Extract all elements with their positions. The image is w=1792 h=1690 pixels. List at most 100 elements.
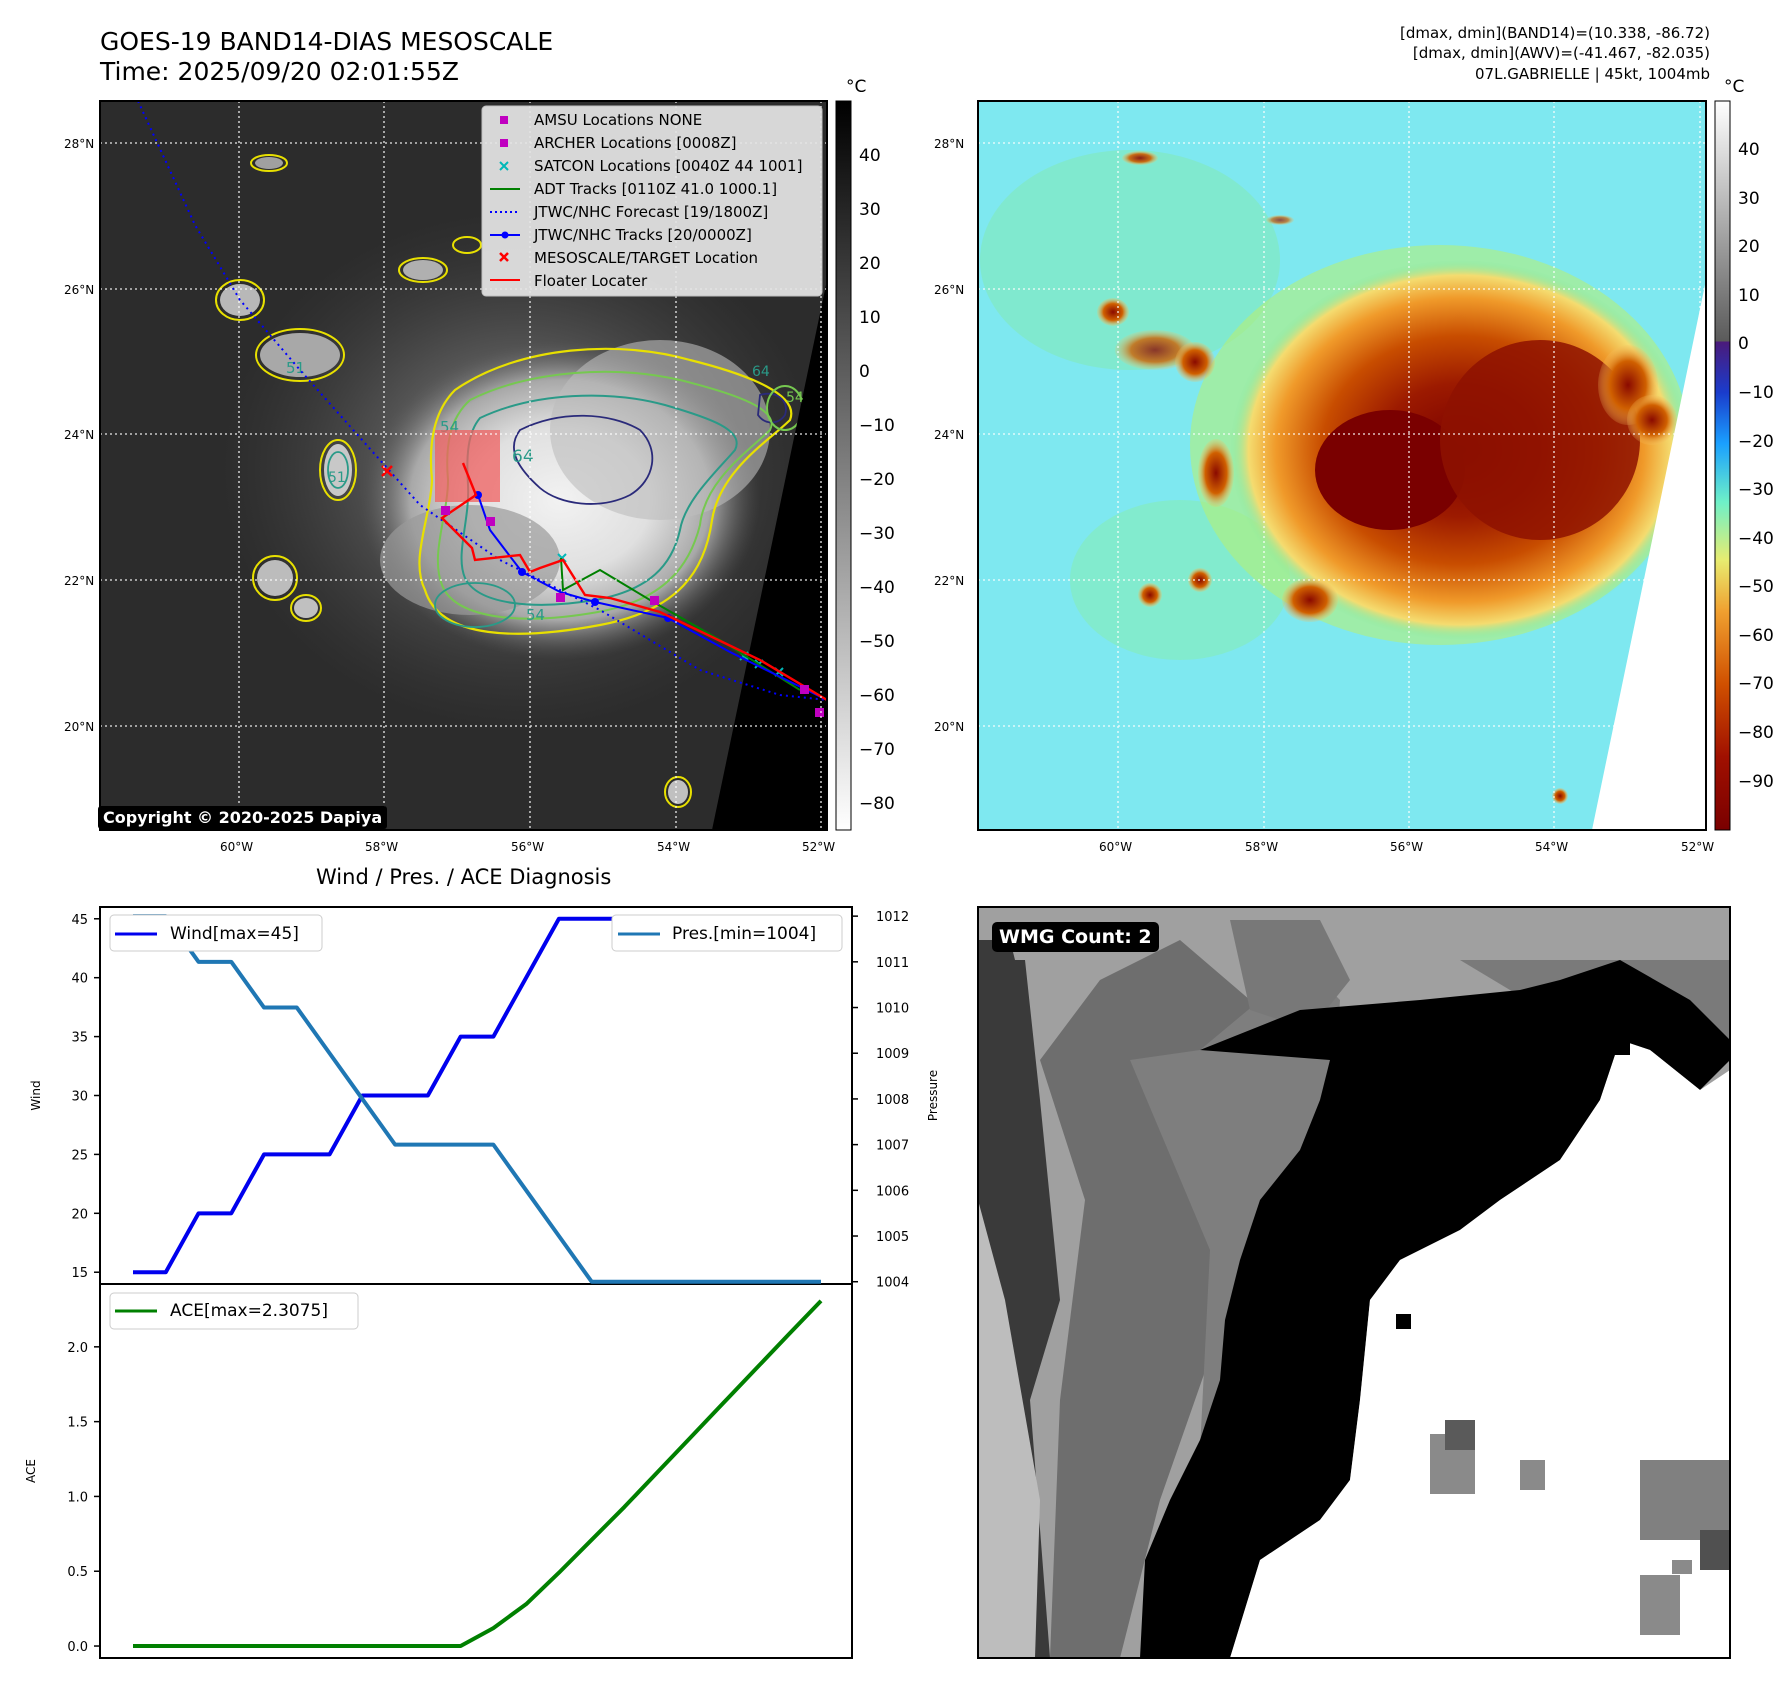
floater-locater <box>440 462 827 702</box>
ir-lat-tick: 26°N <box>64 283 95 297</box>
copyright-label: Copyright © 2020-2025 Dapiya <box>98 806 388 829</box>
ace-ytick-label: 2.0 <box>67 1341 88 1356</box>
wmg-imagery <box>978 907 1730 1658</box>
ace-legend <box>109 1292 359 1330</box>
contour-label: 51 <box>286 359 305 377</box>
info-storm: 07L.GABRIELLE | 45kt, 1004mb <box>1475 65 1710 83</box>
pres-ytick-label: 1004 <box>876 1276 909 1291</box>
diagnosis-title: Wind / Pres. / ACE Diagnosis <box>316 865 612 889</box>
ir-lat-tick: 24°N <box>64 428 95 442</box>
wmg-frame <box>977 906 1731 1659</box>
ir-colorbar-tick: −20 <box>859 470 895 490</box>
ir-colorbar-tick: −60 <box>859 686 895 706</box>
legend-target: MESOSCALE/TARGET Location <box>534 249 759 267</box>
legend-jtwc: JTWC/NHC Tracks [20/0000Z] <box>534 226 752 244</box>
ace-frame <box>99 1283 853 1659</box>
pres-axis-label: Pressure <box>926 1070 940 1121</box>
awv-colorbar <box>1714 100 1731 831</box>
awv-lon-tick: 56°W <box>1390 840 1424 854</box>
ir-frame <box>99 100 828 831</box>
awv-imagery <box>978 101 1706 830</box>
awv-gridlines <box>978 101 1706 830</box>
pres-ytick-label: 1011 <box>876 956 909 971</box>
chart-time: Time: 2025/09/20 02:01:55Z <box>100 57 459 86</box>
awv-lat-tick: 26°N <box>934 283 965 297</box>
awv-colorbar-tick: −80 <box>1738 723 1774 743</box>
ir-colorbar-tick: 10 <box>859 308 881 328</box>
pres-ytick-label: 1010 <box>876 1002 909 1017</box>
pres-legend-label: Pres.[min=1004] <box>672 924 817 944</box>
awv-lat-tick: 22°N <box>934 574 965 588</box>
awv-colorbar-tick: −30 <box>1738 480 1774 500</box>
ace-ytick-label: 0.0 <box>67 1640 88 1655</box>
wind-legend <box>109 914 323 952</box>
pres-legend <box>611 914 843 952</box>
awv-lon-tick: 52°W <box>1681 840 1715 854</box>
ace-ytick-label: 1.0 <box>67 1490 88 1505</box>
awv-colorbar-tick: −20 <box>1738 432 1774 452</box>
ir-lat-tick: 20°N <box>64 720 95 734</box>
ace-chart: 0.0 0.5 1.0 1.5 2.0 ACE <box>24 1299 823 1655</box>
ir-colorbar-tick: −70 <box>859 740 895 760</box>
mesoscale-box <box>435 430 500 502</box>
awv-colorbar-tick: 40 <box>1738 140 1760 160</box>
ir-lon-tick: 56°W <box>511 840 545 854</box>
awv-colorbar-tick: 20 <box>1738 237 1760 257</box>
wind-ytick-label: 25 <box>71 1148 88 1163</box>
awv-colorbar-tick: 0 <box>1738 334 1749 354</box>
wind-pressure-chart: 15 20 25 30 35 40 45 1004 1005 1006 1007 1008 1009 10… <box>29 910 940 1291</box>
wind-ytick-label: 20 <box>71 1207 88 1222</box>
ace-ytick-label: 0.5 <box>67 1565 88 1580</box>
awv-lon-tick: 58°W <box>1245 840 1279 854</box>
ir-colorbar-tick: 0 <box>859 362 870 382</box>
awv-colorbar-tick: −50 <box>1738 577 1774 597</box>
ir-colorbar <box>835 100 852 831</box>
awv-colorbar-tick: −10 <box>1738 383 1774 403</box>
ir-legend <box>481 105 823 297</box>
contour-label: 54 <box>526 606 545 624</box>
ir-lon-tick: 52°W <box>802 840 836 854</box>
ir-lat-tick: 28°N <box>64 137 95 151</box>
pres-ytick-label: 1006 <box>876 1184 909 1199</box>
info-awv: [dmax, dmin](AWV)=(-41.467, -82.035) <box>1412 44 1710 62</box>
contour-label: 64 <box>752 364 770 380</box>
ir-colorbar-tick: −10 <box>859 416 895 436</box>
ace-axis-label: ACE <box>24 1459 38 1483</box>
ir-colorbar-tick: −80 <box>859 794 895 814</box>
awv-colorbar-unit: °C <box>1724 77 1745 97</box>
awv-lat-tick: 28°N <box>934 137 965 151</box>
wind-legend-label: Wind[max=45] <box>170 924 299 944</box>
legend-floater: Floater Locater <box>534 272 648 290</box>
pres-ytick-label: 1005 <box>876 1230 909 1245</box>
contour-label: 54 <box>786 390 804 406</box>
wind-ytick-label: 45 <box>71 913 88 928</box>
pres-ytick-label: 1007 <box>876 1139 909 1154</box>
awv-frame <box>977 100 1707 831</box>
legend-satcon: SATCON Locations [0040Z 44 1001] <box>534 157 803 175</box>
awv-colorbar-tick: −90 <box>1738 772 1774 792</box>
awv-lat-tick: 20°N <box>934 720 965 734</box>
ir-lon-tick: 54°W <box>657 840 691 854</box>
awv-colorbar-tick: −60 <box>1738 626 1774 646</box>
ace-line <box>133 1299 823 1649</box>
contour-label: 51 <box>328 470 346 486</box>
ir-colorbar-tick: 40 <box>859 146 881 166</box>
info-band14: [dmax, dmin](BAND14)=(10.338, -86.72) <box>1399 24 1710 42</box>
jtwc-track-points <box>474 491 672 622</box>
awv-lon-tick: 60°W <box>1099 840 1133 854</box>
pressure-line <box>133 914 821 1284</box>
ir-colorbar-tick: 30 <box>859 200 881 220</box>
wind-ytick-label: 40 <box>71 972 88 987</box>
awv-colorbar-tick: −70 <box>1738 674 1774 694</box>
ir-colorbar-tick: 20 <box>859 254 881 274</box>
awv-colorbar-tick: 30 <box>1738 189 1760 209</box>
ir-colorbar-tick: −40 <box>859 578 895 598</box>
wmg-count-label: WMG Count: 2 <box>992 922 1159 952</box>
wind-ytick-label: 35 <box>71 1031 88 1046</box>
wind-axis-label: Wind <box>29 1080 43 1110</box>
legend-forecast: JTWC/NHC Forecast [19/1800Z] <box>534 203 769 221</box>
legend-amsu: AMSU Locations NONE <box>534 111 703 129</box>
ace-ytick-label: 1.5 <box>67 1416 88 1431</box>
ir-colorbar-tick: −30 <box>859 524 895 544</box>
